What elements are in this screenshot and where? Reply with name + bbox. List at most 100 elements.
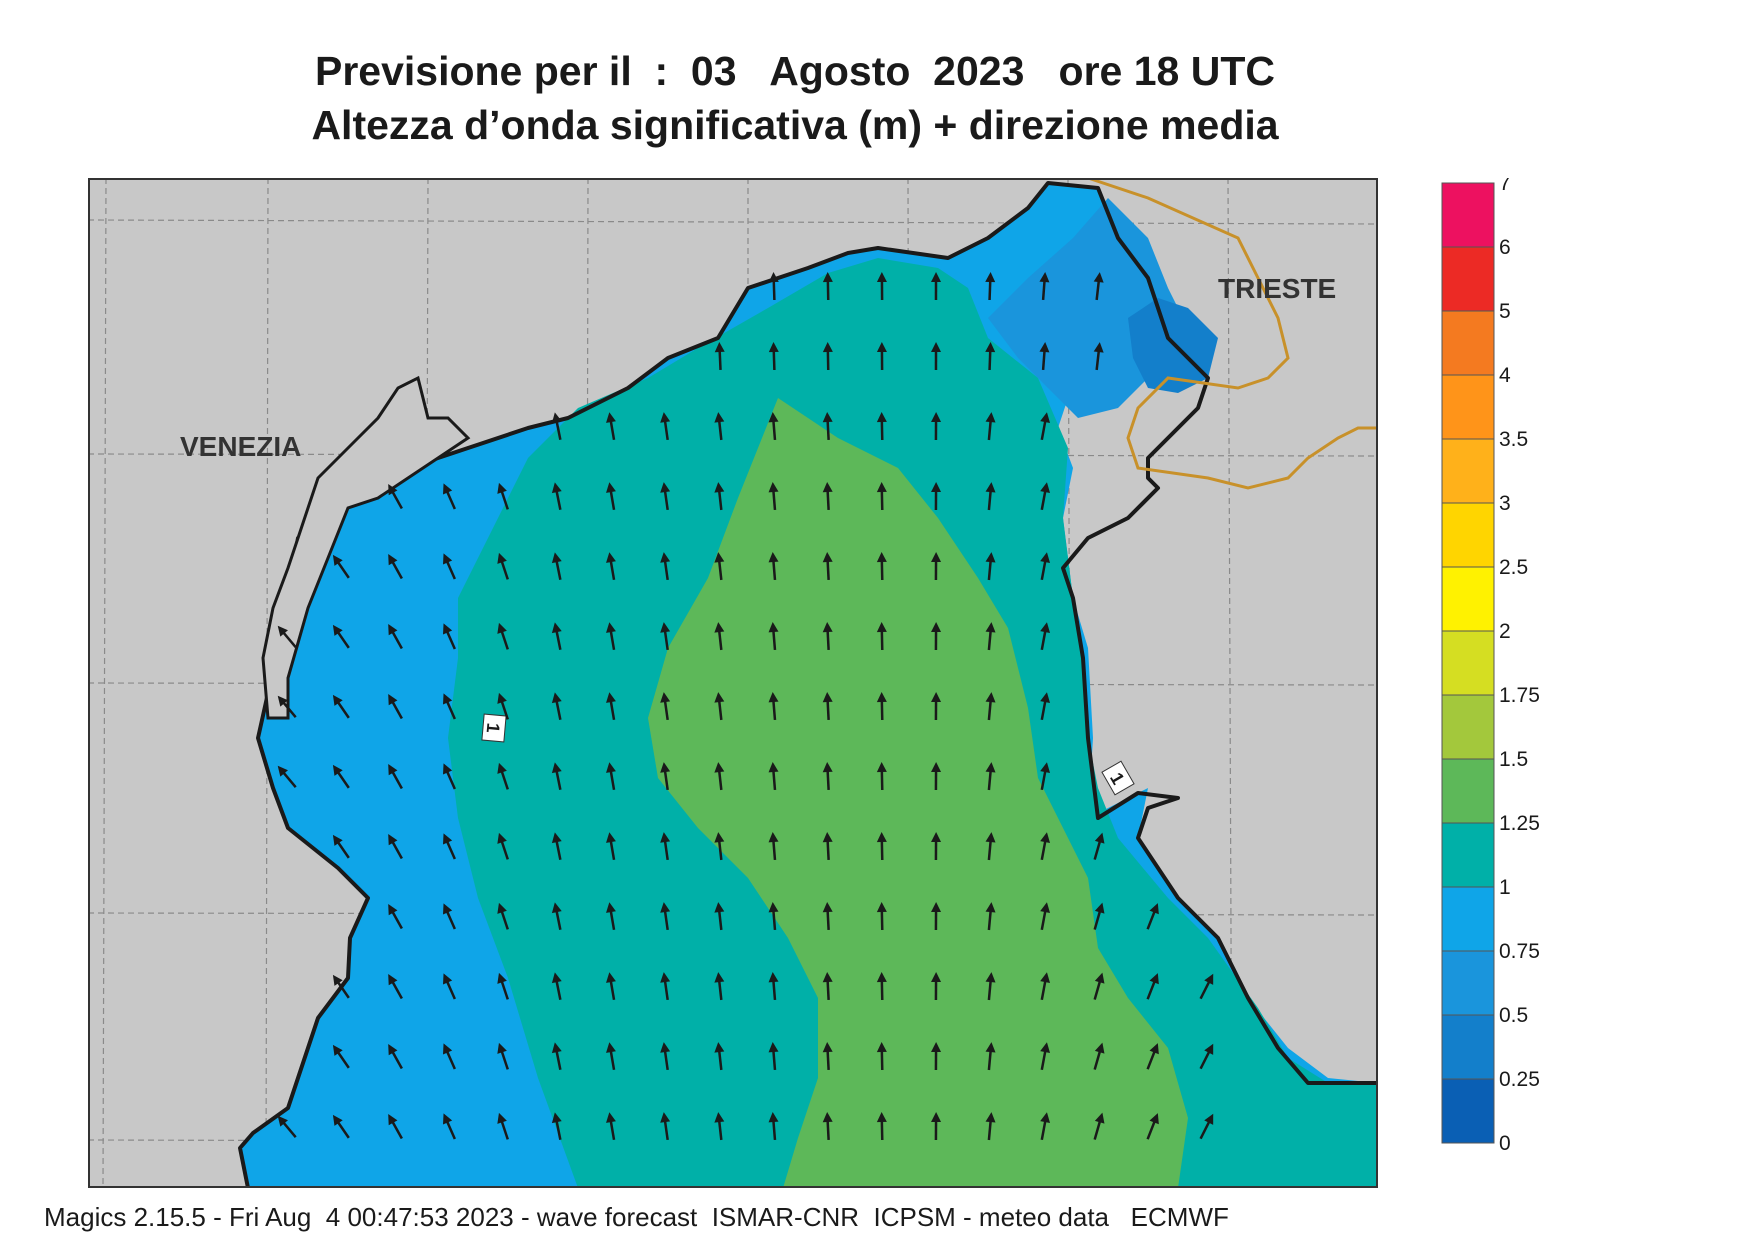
direction-arrow — [443, 973, 456, 1000]
sea-band-125-15 — [648, 398, 1188, 1188]
direction-arrow — [1040, 1042, 1051, 1071]
legend-label-13: 5 — [1499, 300, 1511, 323]
direction-arrow — [768, 692, 779, 721]
direction-arrow — [606, 482, 616, 511]
legend-label-1: 0.25 — [1499, 1068, 1540, 1091]
direction-arrow — [660, 552, 671, 581]
footer-credits: Magics 2.15.5 - Fri Aug 4 00:47:53 2023 … — [44, 1202, 1229, 1232]
direction-arrow — [660, 762, 671, 791]
direction-arrow — [768, 762, 779, 791]
trieste-border — [1087, 178, 1378, 490]
legend-label-12: 4 — [1499, 364, 1511, 387]
direction-arrow — [985, 972, 996, 1001]
direction-arrow — [714, 622, 725, 651]
legend-box-12 — [1441, 310, 1495, 376]
direction-arrow — [660, 622, 671, 651]
direction-arrow — [1040, 902, 1051, 931]
direction-arrow — [1093, 1042, 1105, 1070]
legend-box-8 — [1441, 566, 1495, 632]
direction-arrow — [332, 624, 350, 649]
direction-arrow — [606, 412, 616, 441]
direction-arrow — [931, 1042, 942, 1071]
direction-arrow — [1093, 1112, 1105, 1140]
direction-arrow — [1093, 272, 1104, 301]
direction-arrow — [1040, 1112, 1051, 1141]
legend-box-13 — [1441, 246, 1495, 312]
legend-box-5 — [1441, 758, 1495, 824]
direction-arrow — [660, 832, 671, 861]
direction-arrow — [822, 552, 833, 581]
legend-box-14 — [1441, 182, 1495, 248]
legend-label-8: 2 — [1499, 620, 1511, 643]
direction-arrow — [768, 902, 779, 931]
direction-arrow — [443, 483, 456, 510]
direction-arrow — [768, 1042, 779, 1071]
direction-arrow — [660, 412, 671, 441]
direction-arrow — [985, 762, 996, 791]
direction-arrow — [1040, 482, 1051, 511]
direction-arrow — [822, 1042, 833, 1071]
direction-arrow — [551, 622, 562, 651]
direction-arrow — [931, 622, 942, 651]
direction-arrow — [876, 482, 887, 511]
direction-arrow — [876, 832, 887, 861]
direction-arrow — [714, 1042, 725, 1071]
direction-arrow — [876, 342, 887, 371]
direction-arrow — [1093, 902, 1105, 930]
direction-arrow — [497, 902, 509, 930]
direction-arrow — [388, 1044, 403, 1070]
direction-arrow — [660, 972, 671, 1001]
direction-arrow — [606, 832, 616, 861]
direction-arrow — [714, 482, 725, 511]
direction-arrow — [551, 832, 562, 861]
direction-arrow — [876, 1042, 887, 1071]
direction-arrow — [768, 552, 779, 581]
direction-arrow — [822, 342, 833, 371]
legend-label-9: 2.5 — [1499, 556, 1528, 579]
legend-box-0 — [1441, 1078, 1495, 1144]
map-frame — [88, 178, 1378, 1188]
direction-arrow — [606, 1042, 616, 1071]
direction-arrow — [768, 342, 779, 371]
direction-arrow — [1199, 1043, 1214, 1070]
direction-arrow — [497, 832, 509, 860]
legend-box-6 — [1441, 694, 1495, 760]
direction-arrow — [660, 902, 671, 931]
direction-arrow — [876, 552, 887, 581]
direction-arrow — [277, 695, 297, 718]
direction-arrow — [332, 1114, 350, 1139]
legend-box-10 — [1441, 438, 1495, 504]
direction-arrow — [497, 972, 509, 1000]
direction-arrow — [332, 694, 350, 719]
direction-arrow — [497, 1112, 509, 1140]
contour-label-west-text: 1 — [483, 722, 504, 734]
venezia-label: VENEZIA — [180, 431, 301, 462]
direction-arrow — [822, 482, 833, 511]
direction-arrow — [1039, 342, 1050, 371]
direction-arrow — [497, 1042, 509, 1070]
direction-arrow — [985, 622, 996, 651]
legend-box-4 — [1441, 822, 1495, 888]
direction-arrow — [388, 1114, 403, 1140]
direction-arrow — [714, 552, 725, 581]
direction-arrow — [443, 553, 456, 580]
direction-arrow — [551, 1042, 562, 1071]
direction-arrow — [277, 765, 297, 788]
direction-arrow — [714, 692, 725, 721]
direction-arrow — [985, 412, 996, 441]
direction-arrow — [876, 902, 887, 931]
legend-label-10: 3 — [1499, 492, 1511, 515]
direction-arrow — [822, 972, 833, 1001]
direction-arrow — [551, 692, 562, 721]
legend-box-1 — [1441, 1014, 1495, 1080]
color-scale-legend: 0 0.25 0.5 0.75 1 1.25 1.5 1.75 2 2.5 3 3.5 4 5 6 7 — [1441, 178, 1540, 1155]
coastline — [238, 181, 1378, 1188]
direction-arrow — [1146, 1043, 1159, 1070]
direction-arrow — [497, 622, 509, 650]
direction-arrow — [332, 554, 350, 579]
direction-arrow — [606, 1112, 616, 1141]
direction-arrow — [714, 762, 725, 791]
direction-arrow — [443, 903, 456, 930]
forecast-subtitle: Altezza d’onda significativa (m) + direz… — [311, 102, 1279, 148]
direction-arrow — [876, 1112, 887, 1141]
